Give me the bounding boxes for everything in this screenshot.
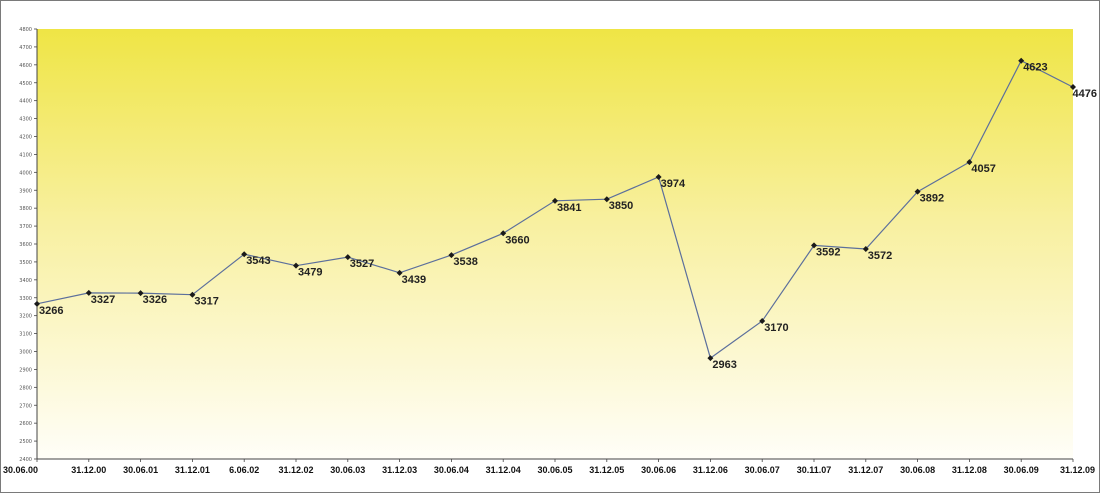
data-label: 3974 (661, 178, 686, 190)
y-tick-label: 3400 (19, 278, 32, 284)
data-label: 3170 (764, 322, 788, 334)
x-tick-label: 6.06.02 (229, 465, 259, 475)
x-tick-label: 30.06.04 (434, 465, 469, 475)
x-tick-label: 30.06.01 (123, 465, 158, 475)
x-tick-label: 31.12.03 (382, 465, 417, 475)
x-tick-label: 30.06.00 (3, 465, 38, 475)
data-label: 3592 (816, 246, 840, 258)
data-label: 3841 (557, 202, 581, 214)
data-point-marker (811, 242, 817, 249)
x-tick-label: 31.12.08 (952, 465, 987, 475)
data-point-marker (344, 254, 351, 261)
y-tick-label: 3000 (19, 350, 32, 356)
y-tick-label: 2400 (19, 457, 32, 463)
x-tick-label: 30.06.06 (641, 465, 676, 475)
y-tick-label: 4300 (19, 117, 32, 123)
data-point-marker (655, 173, 662, 180)
y-tick-label: 3700 (19, 224, 32, 230)
data-label: 3660 (505, 234, 529, 246)
x-tick-label: 31.12.00 (71, 465, 106, 475)
y-tick-label: 4400 (19, 99, 32, 105)
y-tick-label: 2900 (19, 367, 32, 373)
y-tick-label: 3300 (19, 296, 32, 302)
data-point-marker (85, 289, 92, 296)
y-tick-label: 3900 (19, 188, 32, 194)
x-tick-label: 31.12.05 (589, 465, 624, 475)
y-tick-label: 3800 (19, 206, 32, 212)
data-point-marker (603, 196, 610, 203)
data-label: 3317 (194, 296, 218, 308)
y-tick-label: 3600 (19, 242, 32, 248)
data-point-marker (862, 246, 869, 253)
data-point-marker (293, 262, 299, 269)
data-point-marker (189, 291, 196, 298)
data-point-marker (552, 197, 558, 204)
data-point-marker (396, 269, 403, 276)
data-markers (34, 57, 1076, 362)
data-label: 3439 (402, 274, 426, 286)
data-label: 2963 (712, 359, 736, 371)
x-tick-label: 31.12.07 (848, 465, 883, 475)
data-label: 3527 (350, 258, 374, 270)
data-label: 3572 (868, 250, 892, 262)
y-tick-label: 3200 (19, 314, 32, 320)
x-tick-label: 30.06.09 (1004, 465, 1039, 475)
plot-area-background (37, 29, 1073, 459)
y-tick-label: 2700 (19, 403, 32, 409)
data-labels: 3266 3327 3326 3317 3543 3479 3527 3439 3538 3660… (39, 62, 1097, 371)
data-point-marker (966, 159, 973, 166)
data-point-marker (1070, 84, 1076, 91)
data-label: 3327 (91, 294, 115, 306)
data-point-marker (707, 355, 714, 362)
x-tick-label: 30.06.05 (537, 465, 572, 475)
data-label: 4623 (1023, 62, 1047, 74)
x-tick-label: 31.12.09 (1060, 465, 1095, 475)
y-tick-label: 4000 (19, 170, 32, 176)
y-tick-label: 2600 (19, 421, 32, 427)
y-tick-label: 4100 (19, 152, 32, 158)
x-tick-label: 30.11.07 (797, 465, 832, 475)
x-tick-label: 30.06.03 (330, 465, 365, 475)
data-label: 3266 (39, 305, 63, 317)
y-tick-label: 4600 (19, 63, 32, 69)
y-tick-label: 2500 (19, 439, 32, 445)
y-tick-label: 3500 (19, 260, 32, 266)
data-label: 3850 (609, 200, 633, 212)
data-point-marker (914, 188, 921, 195)
data-point-marker (1018, 57, 1025, 64)
y-axis: 2400 2500 2600 2700 2800 2900 3000 3100 3200 3300… (19, 27, 38, 463)
data-label: 3538 (453, 256, 477, 268)
data-label: 4057 (971, 163, 995, 175)
y-tick-label: 3100 (19, 332, 32, 338)
data-label: 3543 (246, 255, 270, 267)
data-point-marker (500, 230, 507, 237)
data-point-marker (137, 290, 144, 297)
x-axis: 30.06.00 31.12.00 30.06.01 31.12.01 6.06.02 3… (3, 458, 1095, 475)
x-tick-label: 31.12.04 (486, 465, 521, 475)
x-tick-label: 30.06.08 (900, 465, 935, 475)
data-point-marker (34, 300, 40, 307)
y-tick-label: 4200 (19, 135, 32, 141)
x-tick-label: 31.12.02 (278, 465, 313, 475)
x-tick-label: 31.12.06 (693, 465, 728, 475)
data-point-marker (241, 251, 248, 258)
x-tick-label: 31.12.01 (175, 465, 210, 475)
y-tick-label: 2800 (19, 385, 32, 391)
data-label: 3892 (920, 193, 944, 205)
data-label: 3326 (143, 294, 167, 306)
data-point-marker (759, 318, 766, 325)
data-label: 4476 (1073, 88, 1097, 100)
y-tick-label: 4500 (19, 81, 32, 87)
y-tick-label: 4700 (19, 45, 32, 51)
data-point-marker (448, 252, 455, 259)
x-tick-label: 30.06.07 (745, 465, 780, 475)
data-label: 3479 (298, 267, 322, 279)
y-tick-label: 4800 (19, 27, 32, 33)
